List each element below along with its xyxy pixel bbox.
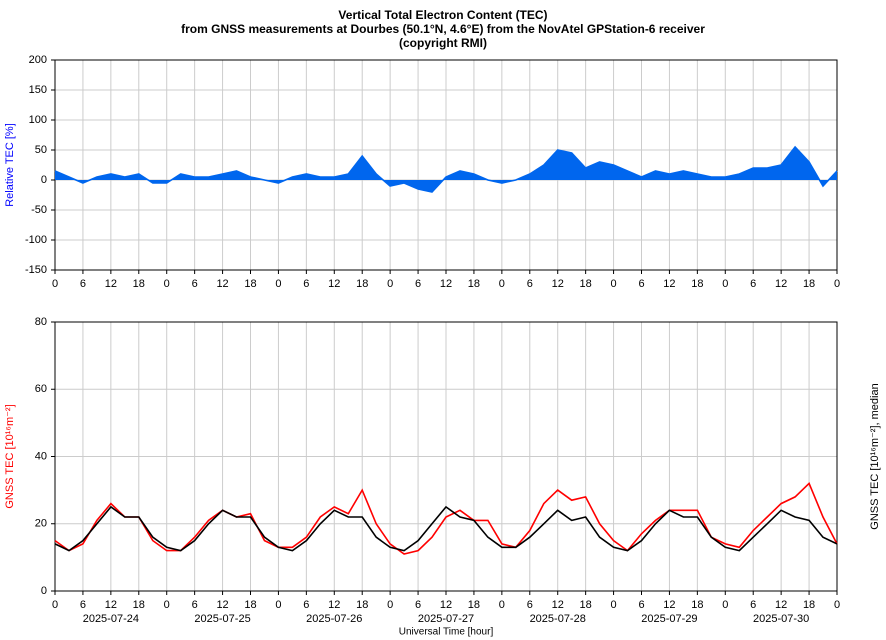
date-label: 2025-07-28 xyxy=(530,613,586,625)
x-tick-label: 18 xyxy=(691,599,703,611)
x-tick-label: 0 xyxy=(387,599,393,611)
x-tick-label: 6 xyxy=(750,278,756,290)
x-tick-label: 0 xyxy=(722,599,728,611)
plot-frame xyxy=(54,59,838,271)
x-tick-label: 18 xyxy=(244,599,256,611)
x-tick-label: 18 xyxy=(133,278,145,290)
x-axis-label: Universal Time [hour] xyxy=(399,627,494,638)
x-tick-label: 12 xyxy=(105,599,117,611)
x-tick-label: 6 xyxy=(303,278,309,290)
x-tick-label: 18 xyxy=(691,278,703,290)
x-tick-label: 6 xyxy=(192,278,198,290)
x-tick-label: 12 xyxy=(216,278,228,290)
y-tick-label: 20 xyxy=(35,518,47,530)
x-tick-label: 18 xyxy=(803,278,815,290)
y-axis-label: Relative TEC [%] xyxy=(4,123,16,207)
x-tick-label: 0 xyxy=(611,599,617,611)
y-tick-label: 80 xyxy=(35,316,47,328)
plot-frame xyxy=(54,321,838,592)
x-tick-label: 12 xyxy=(775,599,787,611)
x-tick-label: 0 xyxy=(52,599,58,611)
x-tick-label: 0 xyxy=(387,278,393,290)
x-tick-label: 6 xyxy=(303,599,309,611)
date-label: 2025-07-27 xyxy=(418,613,474,625)
x-tick-label: 12 xyxy=(216,599,228,611)
x-tick-label: 6 xyxy=(750,599,756,611)
x-tick-label: 12 xyxy=(440,599,452,611)
x-tick-label: 0 xyxy=(834,599,840,611)
series-line xyxy=(54,145,838,193)
x-tick-label: 0 xyxy=(834,278,840,290)
x-tick-label: 12 xyxy=(328,278,340,290)
x-tick-label: 12 xyxy=(552,599,564,611)
x-tick-label: 0 xyxy=(52,278,58,290)
y-tick-label: 50 xyxy=(35,144,47,156)
x-tick-label: 6 xyxy=(415,599,421,611)
date-label: 2025-07-25 xyxy=(194,613,250,625)
y-tick-label: 60 xyxy=(35,383,47,395)
y-tick-label: -150 xyxy=(25,264,47,276)
x-tick-label: 0 xyxy=(164,278,170,290)
x-tick-label: 18 xyxy=(580,278,592,290)
x-tick-label: 18 xyxy=(468,599,480,611)
x-tick-label: 18 xyxy=(356,278,368,290)
date-label: 2025-07-24 xyxy=(83,613,139,625)
date-label: 2025-07-30 xyxy=(753,613,809,625)
y-tick-label: 0 xyxy=(41,174,47,186)
y-tick-label: 150 xyxy=(29,84,47,96)
x-tick-label: 6 xyxy=(80,599,86,611)
x-tick-label: 0 xyxy=(722,278,728,290)
x-tick-label: 6 xyxy=(638,278,644,290)
series-line xyxy=(54,505,838,552)
x-tick-label: 6 xyxy=(527,278,533,290)
x-tick-label: 12 xyxy=(663,599,675,611)
x-tick-label: 6 xyxy=(527,599,533,611)
x-tick-label: 18 xyxy=(580,599,592,611)
y-axis-label: GNSS TEC [10¹⁶m⁻²] xyxy=(4,404,16,508)
x-tick-label: 12 xyxy=(328,599,340,611)
x-tick-label: 18 xyxy=(244,278,256,290)
x-tick-label: 18 xyxy=(356,599,368,611)
x-tick-label: 12 xyxy=(105,278,117,290)
y-tick-label: 100 xyxy=(29,114,47,126)
x-tick-label: 6 xyxy=(638,599,644,611)
y-tick-label: -50 xyxy=(31,204,47,216)
x-tick-label: 12 xyxy=(440,278,452,290)
right-axis-label: GNSS TEC [10¹⁶m⁻²], median xyxy=(869,383,881,529)
x-tick-label: 18 xyxy=(803,599,815,611)
series-line xyxy=(54,482,838,555)
x-tick-label: 18 xyxy=(468,278,480,290)
chart-subtitle: from GNSS measurements at Dourbes (50.1°… xyxy=(181,22,705,36)
x-tick-label: 0 xyxy=(499,278,505,290)
x-tick-label: 6 xyxy=(415,278,421,290)
y-tick-label: 40 xyxy=(35,450,47,462)
x-tick-label: 12 xyxy=(552,278,564,290)
x-tick-label: 0 xyxy=(611,278,617,290)
x-tick-label: 6 xyxy=(192,599,198,611)
x-tick-label: 6 xyxy=(80,278,86,290)
date-label: 2025-07-29 xyxy=(641,613,697,625)
x-tick-label: 12 xyxy=(663,278,675,290)
y-tick-label: -100 xyxy=(25,234,47,246)
x-tick-label: 18 xyxy=(133,599,145,611)
y-tick-label: 0 xyxy=(41,585,47,597)
x-tick-label: 0 xyxy=(275,278,281,290)
chart-subtitle: (copyright RMI) xyxy=(399,36,487,50)
chart-title: Vertical Total Electron Content (TEC) xyxy=(338,8,547,22)
x-tick-label: 0 xyxy=(499,599,505,611)
date-label: 2025-07-26 xyxy=(306,613,362,625)
y-tick-label: 200 xyxy=(29,54,47,66)
x-tick-label: 0 xyxy=(275,599,281,611)
x-tick-label: 0 xyxy=(164,599,170,611)
x-tick-label: 12 xyxy=(775,278,787,290)
